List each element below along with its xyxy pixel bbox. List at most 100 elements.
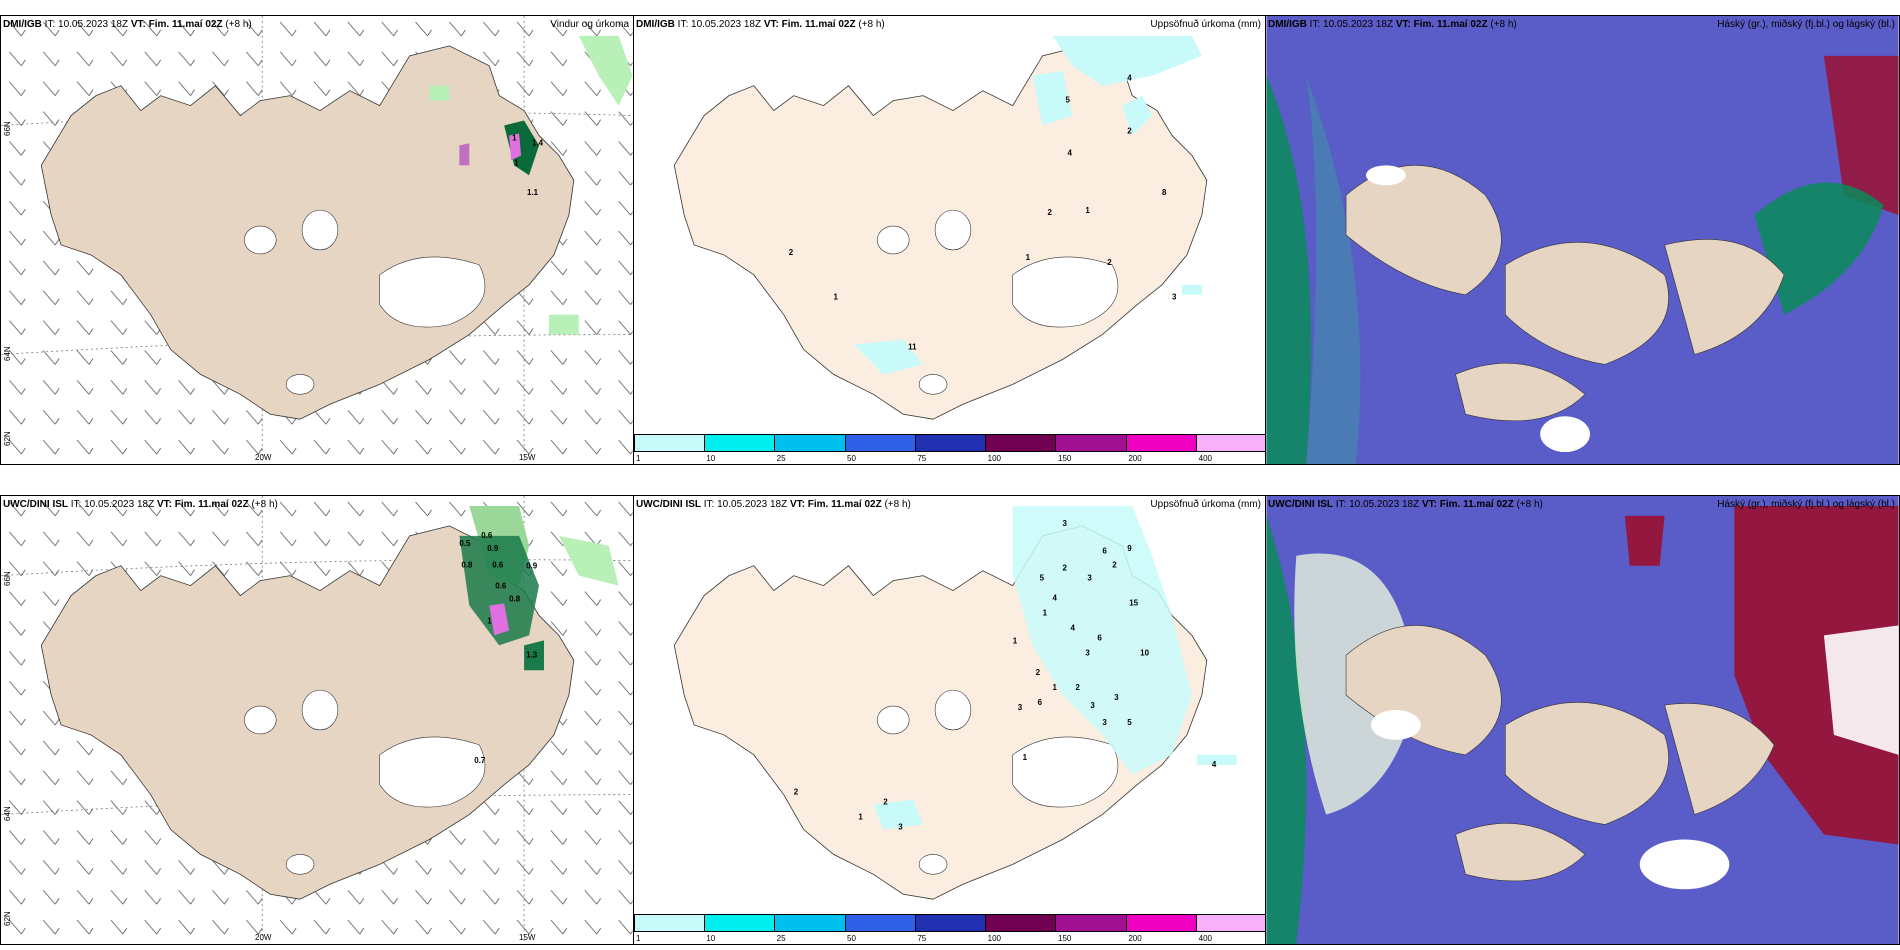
- vt-value: Fim. 11.maí 02Z: [148, 19, 223, 30]
- wind-value-labels: 1 1 1.4 1.1: [512, 133, 544, 197]
- svg-text:3: 3: [1018, 703, 1023, 712]
- svg-text:0.8: 0.8: [461, 561, 473, 570]
- lead-time: (+8 h): [1516, 499, 1543, 510]
- vt-label: VT:: [1395, 19, 1411, 30]
- svg-text:5: 5: [1065, 96, 1070, 105]
- colorbar-tick-label: 75: [917, 454, 927, 463]
- svg-text:2: 2: [1127, 126, 1132, 135]
- iceland-landmass: [1345, 625, 1775, 882]
- svg-text:2: 2: [1062, 564, 1067, 573]
- lead-time: (+8 h): [1490, 19, 1517, 30]
- svg-text:4: 4: [1212, 760, 1217, 769]
- svg-text:0.8: 0.8: [509, 595, 521, 604]
- svg-text:6: 6: [1102, 547, 1107, 556]
- map-cloud-top: [1266, 16, 1899, 464]
- cloud-red-east: [1823, 55, 1899, 216]
- svg-text:0.5: 0.5: [459, 539, 471, 548]
- colorbar-tick-label: 25: [776, 454, 786, 463]
- svg-text:2: 2: [794, 788, 799, 797]
- svg-text:11: 11: [908, 343, 917, 352]
- vt-label: VT:: [1421, 499, 1437, 510]
- it-value: 10.05.2023 18Z: [717, 499, 788, 510]
- panel-wind-top: 1 1 1.4 1.1 DMI/IGB IT: 10.05.2023 18Z V…: [0, 15, 634, 465]
- cloud-red-east: [1734, 505, 1899, 845]
- panel-cloud-top: DMI/IGB IT: 10.05.2023 18Z VT: Fim. 11.m…: [1265, 15, 1900, 465]
- colorbar-swatch: [1056, 915, 1127, 931]
- colorbar-swatch: [915, 915, 987, 931]
- panel-title: Háský (gr.), miðský (fj.bl.) og lágský (…: [1717, 499, 1895, 510]
- colorbar-swatch: [915, 435, 987, 451]
- svg-text:1: 1: [1026, 253, 1031, 262]
- lon-20w-label: 20W: [255, 933, 272, 942]
- svg-text:1: 1: [834, 293, 839, 302]
- colorbar-tick-label: 50: [847, 934, 856, 943]
- iceland-landmass: [1345, 165, 1785, 422]
- svg-text:3: 3: [1172, 293, 1177, 302]
- svg-text:0.6: 0.6: [492, 561, 504, 570]
- svg-text:3: 3: [1087, 574, 1092, 583]
- colorbar-tick-label: 10: [706, 454, 716, 463]
- cloud-white-patches: [1365, 165, 1590, 453]
- precip-areas-top: [853, 35, 1202, 375]
- source-label: UWC/DINI ISL: [636, 499, 701, 510]
- colorbar-tick-label: 400: [1198, 454, 1213, 463]
- map-wind-top: 1 1 1.4 1.1: [1, 16, 633, 464]
- panel-header: UWC/DINI ISL IT: 10.05.2023 18Z VT: Fim.…: [636, 499, 911, 511]
- svg-text:1: 1: [1023, 753, 1028, 762]
- svg-text:1: 1: [514, 158, 519, 167]
- lead-time: (+8 h): [884, 499, 911, 510]
- svg-text:1: 1: [858, 813, 863, 822]
- glaciers: [877, 689, 1119, 875]
- svg-text:1: 1: [512, 133, 517, 142]
- colorbar-swatch: [986, 915, 1057, 931]
- colorbar-tick-label: 150: [1058, 934, 1072, 943]
- svg-text:8: 8: [1162, 188, 1167, 197]
- colorbar-swatch: [705, 915, 776, 931]
- it-label: IT:: [677, 19, 689, 30]
- panel-title: Háský (gr.), miðský (fj.bl.) og lágský (…: [1717, 19, 1895, 30]
- it-label: IT:: [70, 499, 82, 510]
- svg-text:1: 1: [1043, 608, 1048, 617]
- precip-wind-bottom: [459, 505, 619, 671]
- svg-text:2: 2: [1107, 258, 1112, 267]
- svg-text:0.9: 0.9: [487, 544, 499, 553]
- source-label: DMI/IGB: [1268, 19, 1307, 30]
- svg-text:1: 1: [1053, 683, 1058, 692]
- svg-text:2: 2: [1112, 561, 1117, 570]
- source-label: UWC/DINI ISL: [1268, 499, 1333, 510]
- panel-title: Vindur og úrkoma: [550, 19, 629, 30]
- colorbar-labels: 1 10 25 50 75 100 150 200 400: [634, 934, 1265, 944]
- vt-label: VT:: [763, 19, 779, 30]
- cloud-green-west: [1266, 75, 1312, 464]
- svg-text:4: 4: [1067, 148, 1072, 157]
- colorbar-swatch: [1196, 915, 1265, 931]
- it-value: 10.05.2023 18Z: [1323, 19, 1394, 30]
- lead-time: (+8 h): [858, 19, 885, 30]
- colorbar-swatch: [986, 435, 1057, 451]
- colorbar-swatch: [775, 435, 846, 451]
- svg-text:9: 9: [1127, 544, 1132, 553]
- cloud-white-east: [1823, 625, 1899, 755]
- svg-text:0.6: 0.6: [495, 582, 507, 591]
- colorbar-swatch: [1126, 435, 1197, 451]
- vt-label: VT:: [789, 499, 805, 510]
- cloud-green-west: [1266, 515, 1307, 944]
- vt-label: VT:: [156, 499, 172, 510]
- precip-value-labels: 3 6 9 5 2 3 2 4 15 1 4 6 1 3 10 2 1 2 6 …: [794, 519, 1217, 832]
- colorbar-tick-label: 100: [987, 934, 1002, 943]
- colorbar-tick-label: 200: [1128, 934, 1142, 943]
- svg-text:5: 5: [1127, 718, 1132, 727]
- colorbar-tick-label: 10: [706, 934, 716, 943]
- lat-64n-label: 64N: [3, 346, 12, 361]
- glaciers: [244, 209, 486, 395]
- vt-value: Fim. 11.maí 02Z: [1413, 19, 1488, 30]
- source-label: DMI/IGB: [3, 19, 42, 30]
- svg-text:3: 3: [898, 823, 903, 832]
- svg-text:0.9: 0.9: [526, 562, 538, 571]
- lead-time: (+8 h): [225, 19, 252, 30]
- colorbar-swatch: [1126, 915, 1197, 931]
- colorbar-swatch: [845, 915, 916, 931]
- vt-value: Fim. 11.maí 02Z: [781, 19, 856, 30]
- it-label: IT:: [1335, 499, 1347, 510]
- svg-text:1.3: 1.3: [526, 650, 538, 659]
